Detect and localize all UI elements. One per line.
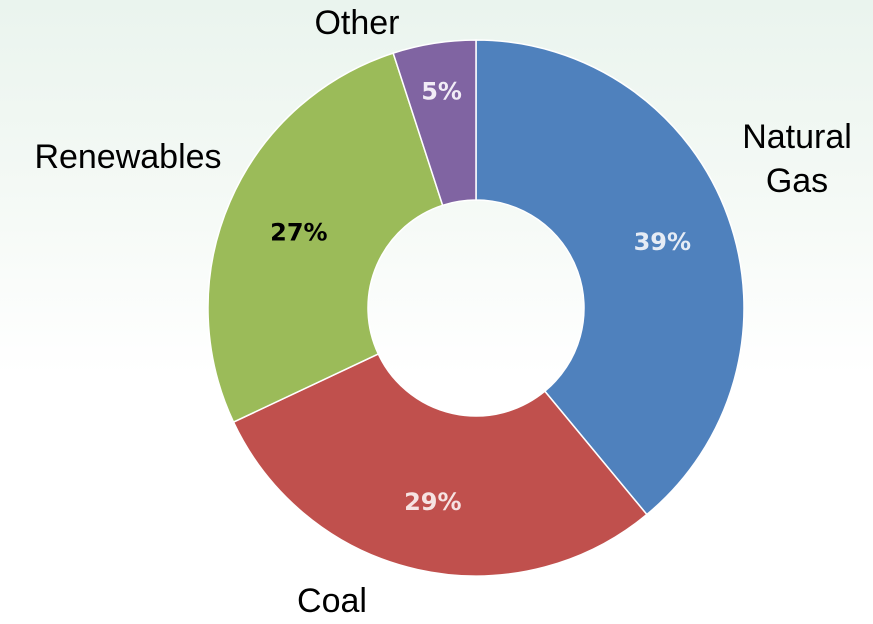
slice-renewables	[207, 52, 444, 424]
category-label-line: Coal	[297, 582, 367, 620]
value-label-coal: 29%	[404, 488, 461, 516]
category-label-natural-gas: Natural Gas	[742, 118, 852, 200]
category-label-coal: Coal	[297, 582, 367, 620]
slice-natural-gas	[475, 39, 745, 516]
category-label-line: Natural	[742, 118, 852, 156]
value-label-other: 5%	[421, 78, 462, 106]
value-label-natural-gas: 39%	[634, 228, 691, 256]
category-label-line: Gas	[766, 162, 828, 200]
category-label-line: Renewables	[34, 138, 221, 176]
category-label-renewables: Renewables	[34, 138, 221, 176]
value-labels-layer: 39% 29% 27% 5%	[270, 78, 691, 517]
slice-coal	[232, 352, 648, 577]
category-label-line: Other	[314, 4, 399, 42]
slices-layer	[207, 39, 745, 577]
slice-other	[392, 39, 477, 207]
value-label-renewables: 27%	[270, 218, 327, 246]
category-labels-layer: Natural Gas Coal Renewables Other	[34, 4, 851, 620]
category-label-other: Other	[314, 4, 399, 42]
